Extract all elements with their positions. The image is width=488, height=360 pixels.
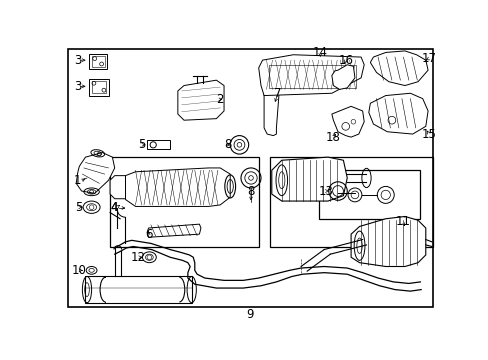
Bar — [147, 140, 170, 149]
Bar — [270, 157, 432, 247]
Polygon shape — [350, 216, 425, 266]
Bar — [91, 56, 104, 67]
Bar — [268, 65, 356, 88]
Polygon shape — [258, 55, 364, 95]
Polygon shape — [369, 51, 427, 86]
Text: 4: 4 — [110, 202, 118, 215]
Text: 8: 8 — [247, 185, 254, 198]
Text: 14: 14 — [312, 46, 327, 59]
Bar — [85, 276, 191, 303]
Text: 8: 8 — [224, 138, 231, 151]
Bar — [110, 157, 258, 247]
Text: 13: 13 — [318, 185, 332, 198]
Polygon shape — [76, 153, 115, 193]
Text: 5: 5 — [138, 138, 145, 151]
Polygon shape — [331, 65, 354, 89]
Text: 4: 4 — [110, 201, 118, 214]
Polygon shape — [110, 176, 125, 199]
Bar — [91, 81, 106, 93]
Polygon shape — [125, 168, 230, 206]
Text: 7: 7 — [274, 87, 281, 100]
Bar — [318, 170, 420, 219]
Polygon shape — [264, 88, 279, 136]
Polygon shape — [331, 106, 364, 137]
Text: 2: 2 — [216, 93, 224, 106]
Text: 18: 18 — [325, 131, 340, 144]
Bar — [89, 54, 107, 69]
Text: 12: 12 — [130, 251, 145, 264]
Text: 11: 11 — [394, 215, 409, 228]
Text: 17: 17 — [421, 52, 435, 65]
Text: 9: 9 — [246, 308, 253, 321]
Text: 16: 16 — [338, 54, 352, 67]
Polygon shape — [178, 80, 224, 120]
Text: 6: 6 — [144, 228, 152, 240]
Text: 5: 5 — [76, 201, 83, 214]
Polygon shape — [271, 157, 346, 201]
Text: 3: 3 — [74, 80, 81, 93]
Text: 3: 3 — [74, 54, 81, 67]
Text: 1: 1 — [74, 174, 81, 187]
Polygon shape — [147, 224, 201, 237]
Text: 15: 15 — [421, 127, 435, 140]
Polygon shape — [368, 93, 427, 134]
Text: 10: 10 — [72, 264, 86, 277]
Bar — [89, 78, 108, 95]
